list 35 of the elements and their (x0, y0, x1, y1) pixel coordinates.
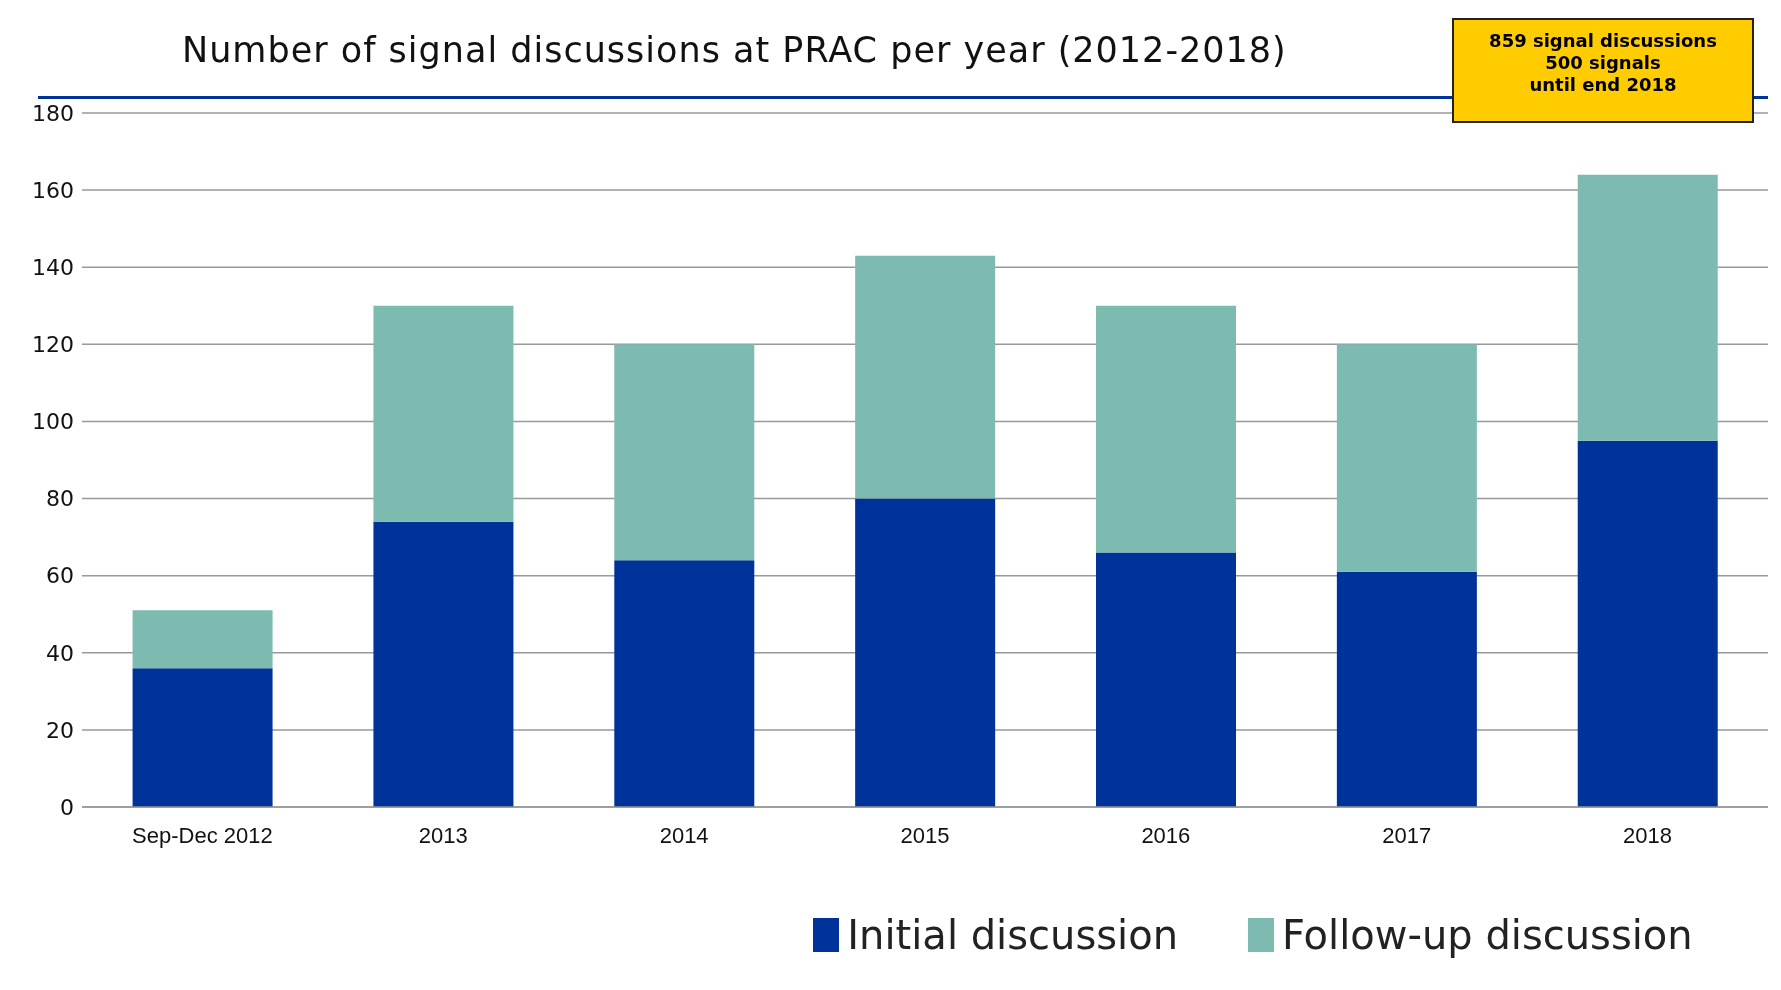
y-tick-label: 0 (60, 794, 74, 820)
legend-label: Follow-up discussion (1282, 912, 1693, 958)
y-tick-label: 60 (46, 563, 74, 589)
x-tick-label: Sep-Dec 2012 (132, 822, 273, 848)
bar (132, 668, 273, 807)
y-tick-label: 80 (46, 486, 74, 512)
x-tick-label: 2013 (418, 822, 468, 848)
x-tick-label: 2014 (659, 822, 709, 848)
y-tick-label: 180 (32, 100, 74, 126)
bar (614, 344, 755, 561)
x-tick-label: 2016 (1141, 822, 1191, 848)
x-tick-label: 2015 (900, 822, 950, 848)
y-tick-label: 40 (46, 640, 74, 666)
bar (1577, 174, 1718, 441)
bar (1577, 440, 1718, 807)
y-tick-label: 140 (32, 255, 74, 281)
bar (1096, 552, 1237, 807)
y-tick-label: 100 (32, 409, 74, 435)
chart-title: Number of signal discussions at PRAC per year (2012-2018) (181, 30, 1288, 70)
bar (1336, 571, 1477, 807)
y-tick-label: 160 (32, 177, 74, 203)
y-tick-label: 20 (46, 717, 74, 743)
note-box: 859 signal discussions 500 signals until end 2018 (1452, 18, 1754, 123)
bar (855, 255, 996, 499)
legend-label: Initial discussion (847, 912, 1179, 958)
bar (132, 610, 273, 669)
bar (373, 521, 514, 807)
x-tick-label: 2018 (1623, 822, 1673, 848)
bar (373, 305, 514, 522)
x-tick-label: 2017 (1382, 822, 1432, 848)
bar (1336, 344, 1477, 572)
y-tick-label: 120 (32, 332, 74, 358)
bar (614, 560, 755, 807)
bar (1096, 305, 1237, 553)
bar (855, 498, 996, 807)
